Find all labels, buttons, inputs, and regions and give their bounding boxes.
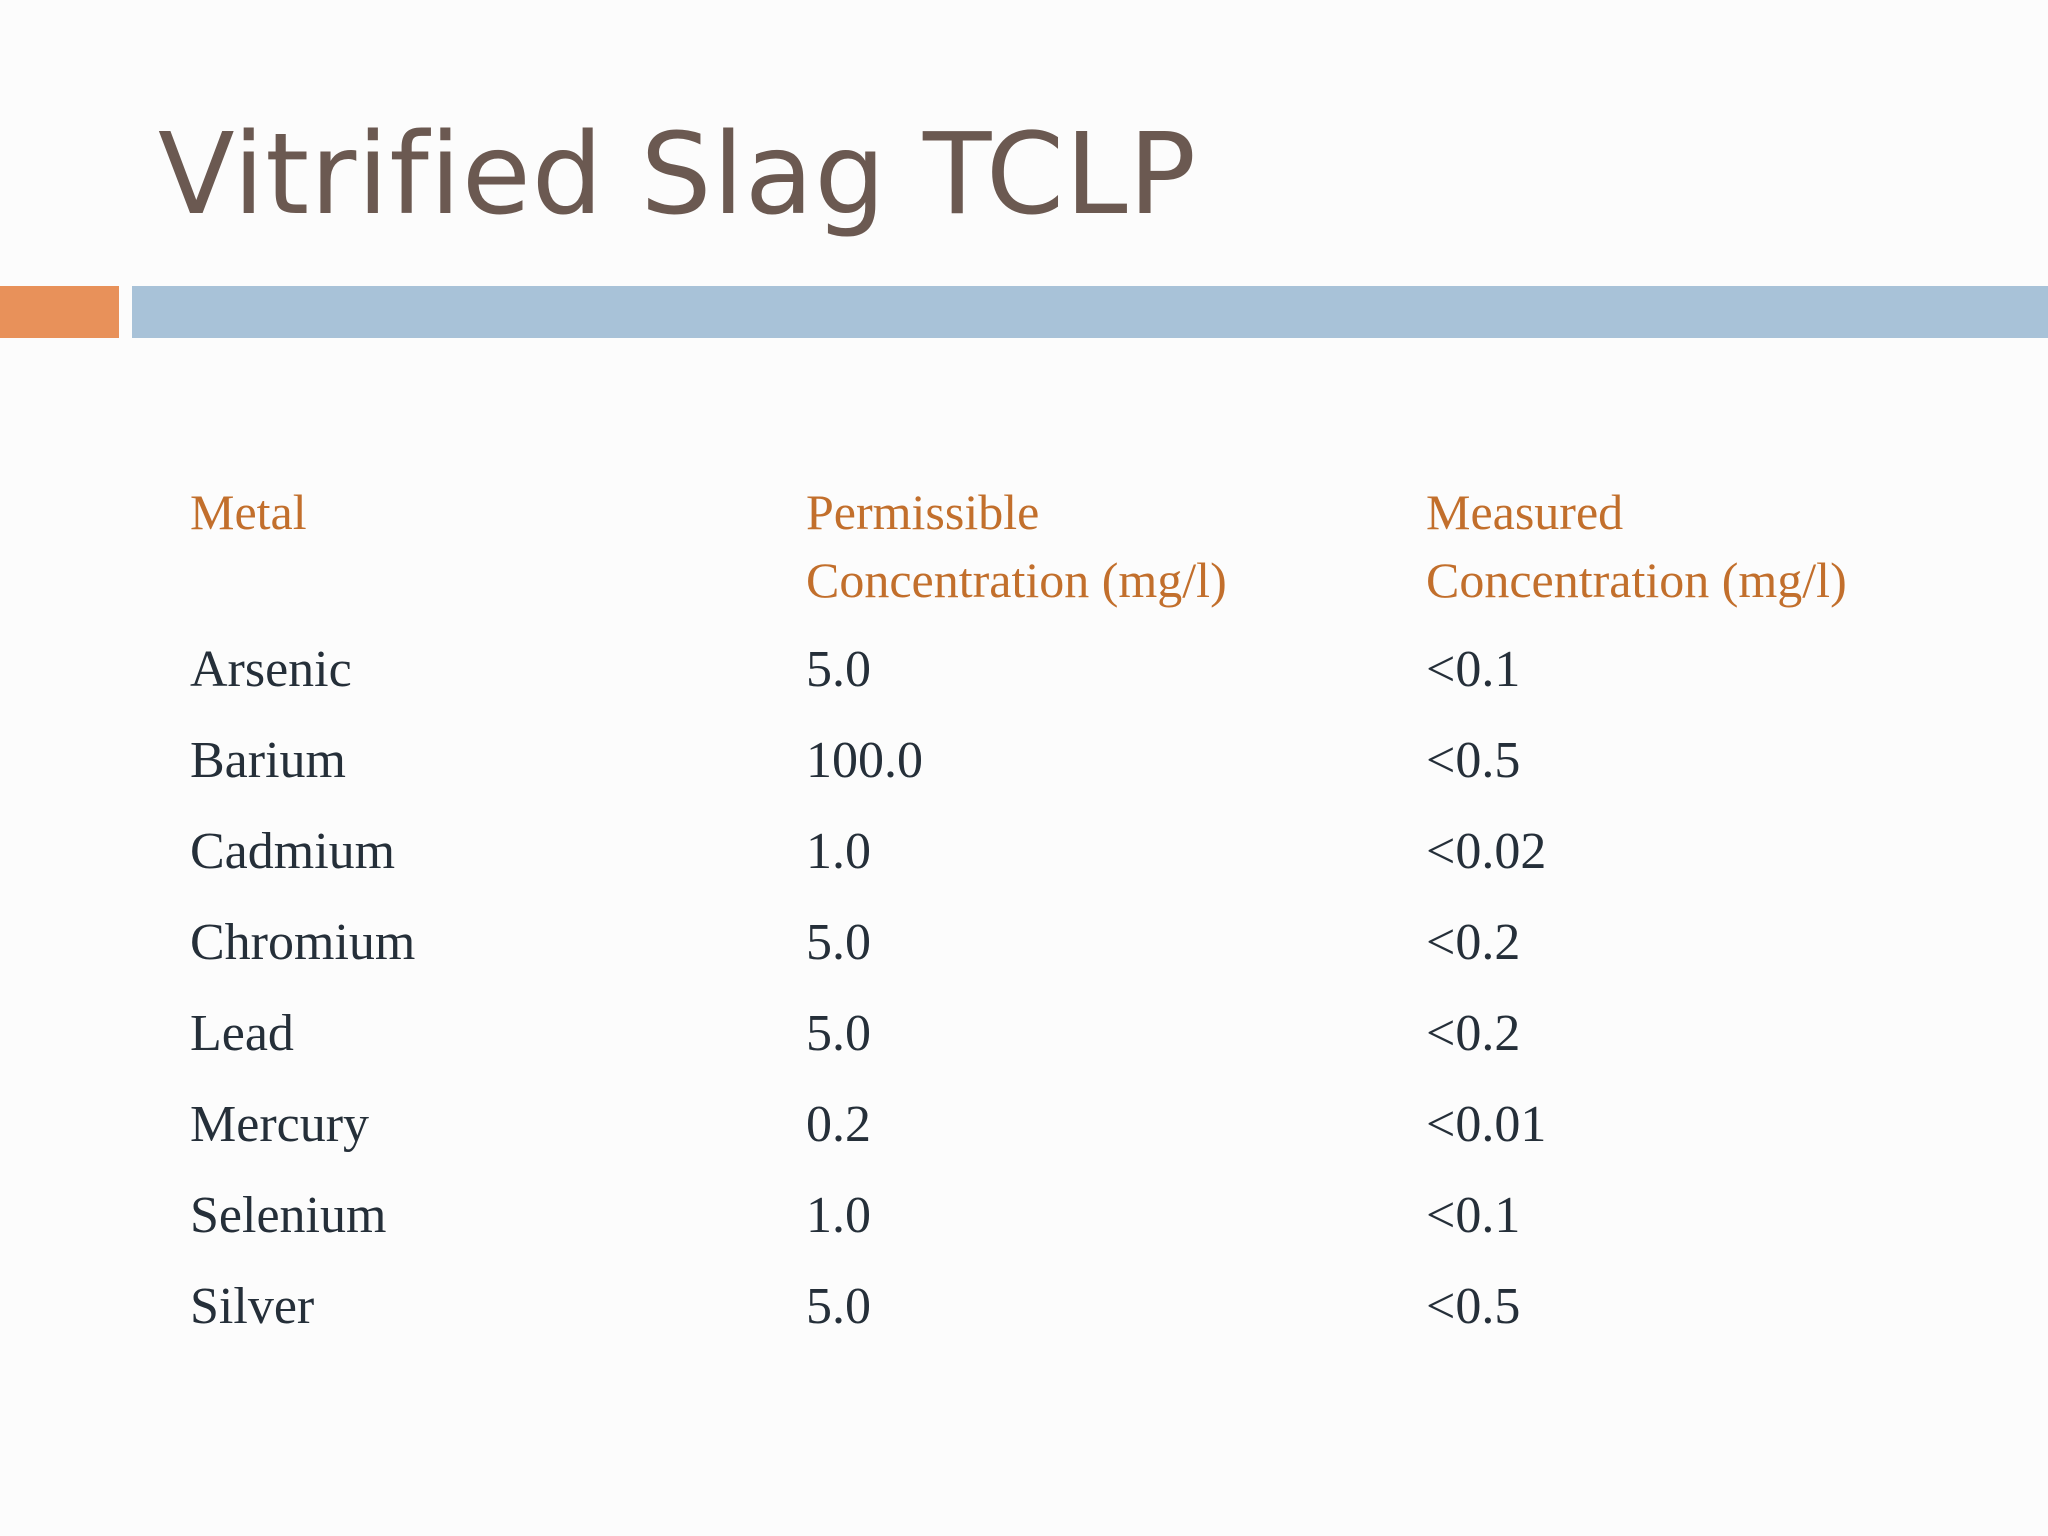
table-row: Silver 5.0 <0.5 <box>190 1261 2026 1352</box>
permissible-cell: 5.0 <box>806 913 871 971</box>
measured-cell: <0.02 <box>1426 822 1547 880</box>
table-row: Barium 100.0 <0.5 <box>190 715 2026 806</box>
table-row: Lead 5.0 <0.2 <box>190 988 2026 1079</box>
permissible-cell: 5.0 <box>806 1277 871 1335</box>
permissible-cell: 0.2 <box>806 1095 871 1153</box>
table-row: Selenium 1.0 <0.1 <box>190 1170 2026 1261</box>
measured-cell: <0.2 <box>1426 913 1521 971</box>
metal-cell: Barium <box>190 731 346 789</box>
permissible-cell: 100.0 <box>806 731 923 789</box>
metal-cell: Arsenic <box>190 640 352 698</box>
metal-cell: Cadmium <box>190 822 396 880</box>
measured-cell: <0.01 <box>1426 1095 1547 1153</box>
metal-cell: Lead <box>190 1004 294 1062</box>
measured-cell: <0.1 <box>1426 640 1521 698</box>
accent-bar <box>0 286 119 338</box>
permissible-cell: 5.0 <box>806 1004 871 1062</box>
divider-bar <box>132 286 2048 338</box>
table-row: Chromium 5.0 <0.2 <box>190 897 2026 988</box>
permissible-cell: 5.0 <box>806 640 871 698</box>
table-row: Mercury 0.2 <0.01 <box>190 1079 2026 1170</box>
measured-cell: <0.1 <box>1426 1186 1521 1244</box>
table-header: Metal Permissible Concentration (mg/l) M… <box>190 478 2026 624</box>
table-row: Arsenic 5.0 <0.1 <box>190 624 2026 715</box>
metal-cell: Chromium <box>190 913 416 971</box>
header-measured-concentration: Measured Concentration (mg/l) <box>1426 484 1847 608</box>
metal-cell: Silver <box>190 1277 315 1335</box>
metal-cell: Selenium <box>190 1186 387 1244</box>
permissible-cell: 1.0 <box>806 822 871 880</box>
slide-title: Vitrified Slag TCLP <box>158 110 1198 240</box>
tclp-table: Metal Permissible Concentration (mg/l) M… <box>190 478 2026 1352</box>
measured-cell: <0.5 <box>1426 731 1521 789</box>
metal-cell: Mercury <box>190 1095 370 1153</box>
header-metal: Metal <box>190 484 307 540</box>
table-row: Cadmium 1.0 <0.02 <box>190 806 2026 897</box>
measured-cell: <0.2 <box>1426 1004 1521 1062</box>
measured-cell: <0.5 <box>1426 1277 1521 1335</box>
header-permissible-concentration: Permissible Concentration (mg/l) <box>806 484 1227 608</box>
permissible-cell: 1.0 <box>806 1186 871 1244</box>
